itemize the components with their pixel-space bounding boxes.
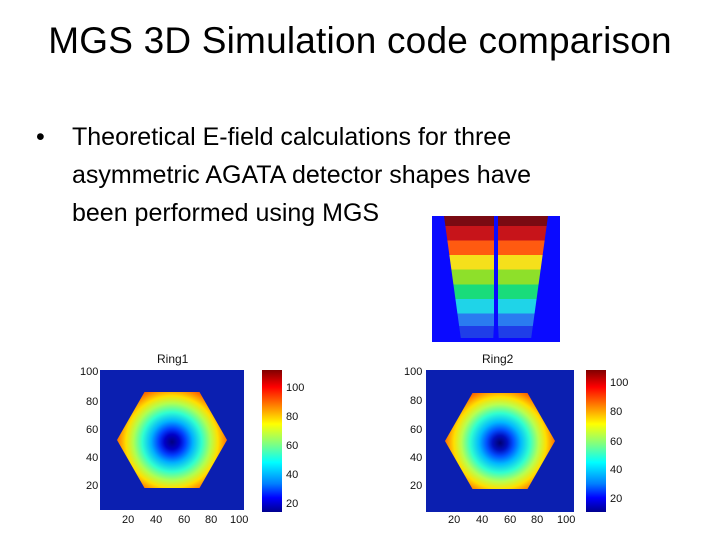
detector-field-image — [432, 216, 560, 342]
ring2-y-tick: 20 — [410, 480, 423, 492]
ring2-x-tick: 80 — [531, 514, 544, 526]
ring1-x-tick: 80 — [205, 514, 218, 526]
ring1-colorbar-tick: 60 — [286, 440, 299, 452]
ring1-field-map — [100, 370, 244, 510]
ring1-colorbar — [262, 370, 282, 512]
ring2-hexagon — [445, 393, 555, 489]
ring1-y-tick: 100 — [80, 366, 99, 378]
ring2-colorbar — [586, 370, 606, 512]
ring2-y-tick: 80 — [410, 395, 423, 407]
ring1-colorbar-tick: 40 — [286, 469, 299, 481]
ring2-x-tick: 60 — [504, 514, 517, 526]
bullet-marker: • — [36, 123, 45, 151]
ring2-colorbar-tick: 20 — [610, 493, 623, 505]
bullet-line-3: been performed using MGS — [72, 199, 380, 227]
ring1-colorbar-tick: 100 — [286, 382, 305, 394]
ring2-x-tick: 40 — [476, 514, 489, 526]
bullet-line-2: asymmetric AGATA detector shapes have — [72, 161, 531, 189]
ring2-field-map — [426, 370, 574, 512]
ring1-x-tick: 100 — [230, 514, 249, 526]
slide-title: MGS 3D Simulation code comparison — [48, 20, 672, 61]
ring1-y-tick: 40 — [86, 452, 99, 464]
ring2-colorbar-tick: 100 — [610, 377, 629, 389]
bullet-text: Theoretical E-field calculations for thr… — [72, 118, 672, 232]
ring1-x-tick: 40 — [150, 514, 163, 526]
ring2-colorbar-tick: 80 — [610, 406, 623, 418]
ring1-x-tick: 60 — [178, 514, 191, 526]
ring2-y-tick: 60 — [410, 424, 423, 436]
ring1-x-tick: 20 — [122, 514, 135, 526]
ring2-x-tick: 100 — [557, 514, 576, 526]
ring1-colorbar-tick: 20 — [286, 498, 299, 510]
ring1-y-tick: 60 — [86, 424, 99, 436]
ring2-y-tick: 40 — [410, 452, 423, 464]
ring1-y-tick: 20 — [86, 480, 99, 492]
ring1-y-tick: 80 — [86, 396, 99, 408]
ring2-colorbar-tick: 40 — [610, 464, 623, 476]
ring1-title: Ring1 — [157, 352, 189, 366]
ring2-x-tick: 20 — [448, 514, 461, 526]
bullet-line-1: Theoretical E-field calculations for thr… — [72, 123, 512, 151]
ring2-y-tick: 100 — [404, 366, 423, 378]
ring2-title: Ring2 — [482, 352, 514, 366]
detector-gap — [494, 216, 498, 342]
detector-right-segment — [492, 216, 548, 338]
detector-left-segment — [444, 216, 500, 338]
ring2-colorbar-tick: 60 — [610, 436, 623, 448]
ring1-hexagon — [117, 392, 227, 488]
ring1-colorbar-tick: 80 — [286, 411, 299, 423]
